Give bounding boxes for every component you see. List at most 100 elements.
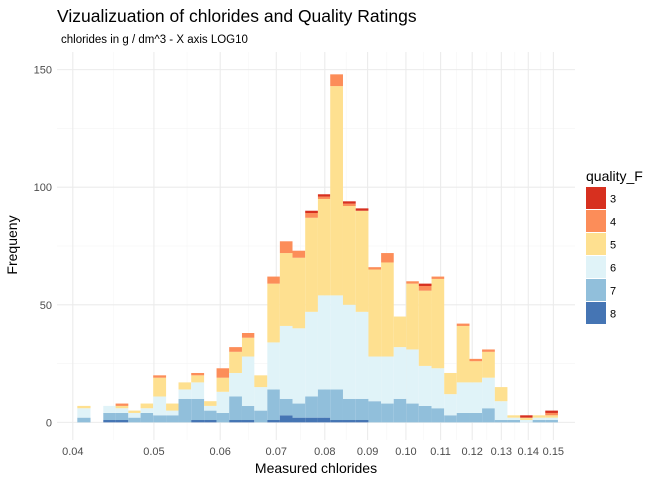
bar-segment-quality-4 [305, 213, 318, 218]
bar-segment-quality-5 [368, 269, 382, 357]
bar-segment-quality-5 [456, 325, 470, 383]
bar-segment-quality-5 [355, 210, 369, 312]
bar-segment-quality-5 [115, 405, 129, 409]
legend-item-quality-5: 5 [586, 233, 616, 255]
bar-segment-quality-4 [342, 203, 356, 207]
x-tick-label: 0.15 [543, 446, 564, 458]
bar-segment-quality-3 [305, 210, 318, 214]
bar-segment-quality-6 [292, 328, 306, 404]
bar-segment-quality-7 [532, 420, 546, 423]
legend-key [586, 187, 606, 209]
bar-segment-quality-7 [305, 396, 318, 418]
bar-segment-quality-7 [279, 398, 293, 416]
bar-segment-quality-4 [229, 347, 242, 352]
bar-segment-quality-6 [241, 356, 255, 406]
bar-segment-quality-7 [178, 398, 192, 423]
x-tick-label: 0.08 [314, 446, 335, 458]
bar-segment-quality-8 [317, 417, 331, 423]
bar-segment-quality-8 [279, 415, 293, 423]
y-axis-ticks: 0 50 100 150 [34, 65, 52, 430]
legend-key [586, 302, 606, 324]
bar-segment-quality-7 [355, 398, 369, 421]
bar-segment-quality-6 [229, 372, 242, 397]
legend-label: 5 [610, 240, 616, 252]
bar-segment-quality-7 [330, 389, 343, 421]
bar-segment-quality-6 [166, 410, 179, 416]
bar-segment-quality-6 [115, 408, 129, 413]
chart-title: Vizualizuation of chlorides and Quality … [57, 6, 417, 26]
bar-segment-quality-3 [520, 415, 533, 418]
bar-segment-quality-5 [77, 405, 91, 409]
bar-segment-quality-5 [406, 283, 419, 350]
bar-segment-quality-6 [342, 304, 356, 399]
legend-item-quality-7: 7 [586, 279, 616, 301]
bar-segment-quality-5 [494, 387, 508, 402]
bar-segment-quality-5 [545, 415, 558, 418]
bar-segment-quality-4 [456, 323, 470, 326]
bar-segment-quality-7 [507, 420, 521, 423]
bar-segment-quality-6 [494, 401, 508, 421]
legend-label: 7 [610, 286, 616, 298]
bar-segment-quality-7 [381, 403, 394, 423]
bar-segment-quality-5 [153, 377, 167, 397]
bar-segment-quality-3 [317, 194, 331, 197]
bar-segment-quality-7 [267, 389, 280, 421]
bar-segment-quality-4 [115, 403, 129, 406]
bar-segment-quality-3 [342, 201, 356, 204]
x-tick-label: 0.10 [395, 446, 416, 458]
bar-segment-quality-5 [241, 337, 255, 357]
bar-segment-quality-5 [191, 375, 205, 383]
legend-item-quality-8: 8 [586, 302, 616, 324]
x-tick-label: 0.09 [357, 446, 378, 458]
bar-segment-quality-6 [216, 391, 230, 413]
bar-segment-quality-6 [317, 295, 331, 390]
histogram-bars [77, 74, 558, 423]
bar-segment-quality-4 [216, 368, 230, 378]
bar-segment-quality-6 [77, 408, 91, 418]
bar-segment-quality-4 [153, 375, 167, 378]
bar-segment-quality-5 [305, 217, 318, 312]
bar-segment-quality-7 [317, 389, 331, 418]
bar-segment-quality-4 [418, 285, 432, 291]
legend-key [586, 256, 606, 278]
x-tick-label: 0.05 [143, 446, 164, 458]
x-axis-title: Measured chlorides [255, 460, 377, 476]
bar-segment-quality-7 [292, 403, 306, 418]
bar-segment-quality-6 [267, 342, 280, 390]
bar-segment-quality-7 [254, 410, 268, 423]
legend-key [586, 210, 606, 232]
bar-segment-quality-4 [279, 241, 293, 254]
bar-segment-quality-6 [482, 377, 495, 409]
bar-segment-quality-5 [342, 206, 356, 305]
bar-segment-quality-7 [128, 417, 141, 423]
bar-segment-quality-8 [204, 420, 217, 423]
bar-segment-quality-8 [292, 417, 306, 423]
bar-segment-quality-6 [204, 405, 217, 411]
bar-segment-quality-8 [241, 420, 255, 423]
bar-segment-quality-6 [381, 356, 394, 404]
bar-segment-quality-6 [545, 417, 558, 421]
bar-segment-quality-4 [431, 276, 445, 279]
y-tick-label: 150 [34, 65, 52, 77]
bar-segment-quality-5 [267, 283, 280, 343]
bar-segment-quality-5 [216, 377, 230, 392]
legend-label: 3 [610, 194, 616, 206]
bar-segment-quality-7 [393, 398, 407, 423]
bar-segment-quality-6 [254, 387, 268, 411]
x-tick-label: 0.11 [430, 446, 451, 458]
bar-segment-quality-5 [444, 372, 457, 395]
bar-segment-quality-8 [103, 420, 116, 423]
legend-title: quality_F [586, 168, 643, 184]
bar-segment-quality-7 [368, 401, 382, 423]
legend-label: 6 [610, 263, 616, 275]
bar-segment-quality-7 [418, 405, 432, 423]
bar-segment-quality-5 [204, 401, 217, 406]
bar-segment-quality-7 [444, 415, 457, 423]
legend-label: 4 [610, 217, 616, 229]
x-tick-label: 0.13 [491, 446, 512, 458]
bar-segment-quality-7 [153, 415, 167, 423]
bar-segment-quality-6 [532, 417, 546, 421]
bar-segment-quality-4 [368, 267, 382, 270]
bar-segment-quality-5 [469, 361, 483, 383]
